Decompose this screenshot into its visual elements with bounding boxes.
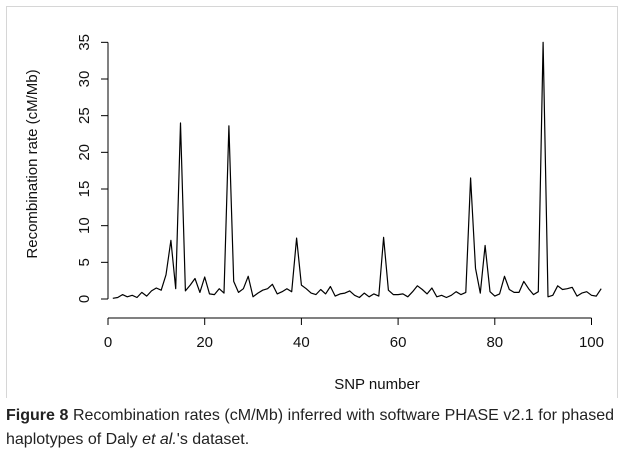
- x-tick-label: 40: [293, 334, 310, 351]
- y-tick-label: 5: [76, 258, 93, 266]
- x-tick-label: 0: [104, 334, 112, 351]
- caption-text-1: Recombination rates (cM/Mb) inferred wit…: [6, 407, 614, 448]
- y-tick-label: 15: [76, 181, 93, 198]
- y-axis-label: Recombination rate (cM/Mb): [24, 69, 41, 258]
- y-tick-label: 35: [76, 34, 93, 51]
- x-tick-label: 60: [390, 334, 407, 351]
- figure-frame: [6, 6, 618, 398]
- caption-italic: et al.: [142, 431, 177, 448]
- x-tick-label: 20: [196, 334, 213, 351]
- y-tick-label: 0: [76, 295, 93, 303]
- y-tick-label: 30: [76, 71, 93, 88]
- x-axis-label: SNP number: [334, 376, 420, 393]
- caption-text-2: 's dataset.: [176, 431, 250, 448]
- recombination-rate-line: [112, 41, 602, 299]
- caption-figure-label: Figure 8: [6, 407, 69, 424]
- figure-caption: Figure 8 Recombination rates (cM/Mb) inf…: [6, 404, 614, 452]
- plot-area: [112, 41, 602, 299]
- x-tick-label: 80: [486, 334, 503, 351]
- y-tick-label: 25: [76, 107, 93, 124]
- x-tick-label: 100: [579, 334, 604, 351]
- y-tick-label: 20: [76, 144, 93, 161]
- x-axis: 0 20 40 60 80 100: [104, 317, 604, 351]
- y-axis: 0 5 10 15 20 25 30 35: [76, 34, 109, 303]
- recombination-chart: 0 5 10 15 20 25 30 35 0 20 40 60 80 100 SNP number R…: [24, 34, 604, 393]
- y-tick-label: 10: [76, 217, 93, 234]
